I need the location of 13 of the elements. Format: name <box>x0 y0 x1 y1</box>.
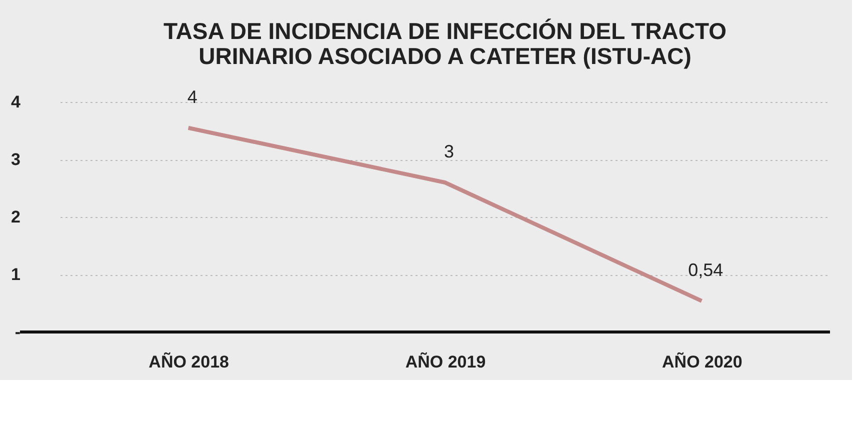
data-label: 0,54 <box>688 260 724 280</box>
data-label: 4 <box>187 86 198 107</box>
x-tick-label: AÑO 2018 <box>148 352 229 372</box>
y-tick-label: 1 <box>11 265 20 284</box>
y-tick-label: - <box>14 322 20 342</box>
y-tick-label: 3 <box>11 150 20 169</box>
x-tick-label: AÑO 2020 <box>662 352 742 372</box>
data-label: 3 <box>444 142 454 162</box>
y-tick-label: 2 <box>11 208 20 226</box>
text: TASA DE INCIDENCIA DE INFECCIÓN DEL TRACTO <box>163 18 727 44</box>
x-tick-label: AÑO 2019 <box>405 352 486 372</box>
y-tick-label: 4 <box>11 92 22 112</box>
text: URINARIO ASOCIADO A CATETER (ISTU-AC) <box>198 42 692 69</box>
